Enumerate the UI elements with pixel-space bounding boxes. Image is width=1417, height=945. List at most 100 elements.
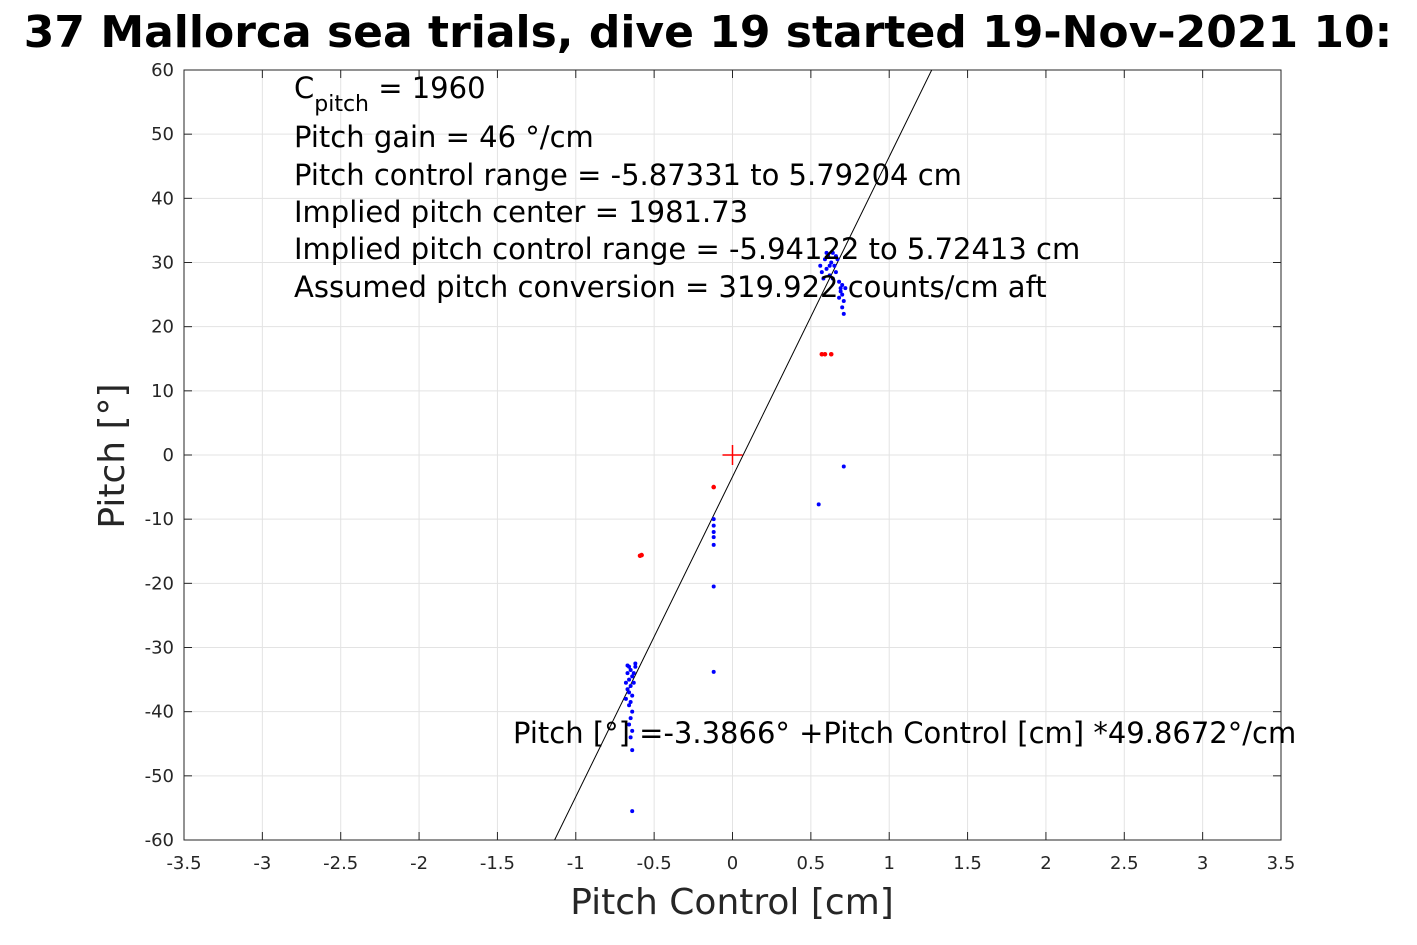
x-axis-label: Pitch Control [cm] bbox=[570, 882, 894, 923]
blue-data-point bbox=[832, 263, 837, 268]
x-tick-label: 2.5 bbox=[1110, 853, 1139, 874]
blue-data-point bbox=[827, 263, 832, 268]
blue-data-point bbox=[843, 286, 848, 291]
blue-data-point bbox=[841, 311, 846, 316]
blue-data-point bbox=[840, 292, 845, 297]
red-data-point bbox=[711, 484, 716, 490]
blue-data-point bbox=[819, 270, 824, 275]
blue-data-point bbox=[822, 257, 827, 262]
blue-data-point bbox=[827, 273, 832, 278]
y-axis-label: Pitch [°] bbox=[92, 383, 133, 528]
x-tick-label: -3.5 bbox=[166, 853, 201, 874]
blue-data-point bbox=[841, 299, 846, 303]
blue-data-point bbox=[627, 690, 632, 695]
y-tick-label: -40 bbox=[145, 702, 174, 723]
blue-data-point bbox=[711, 542, 716, 547]
y-tick-label: 10 bbox=[151, 381, 174, 402]
y-tick-label: -30 bbox=[145, 638, 174, 659]
blue-data-point bbox=[630, 693, 635, 698]
blue-data-point bbox=[627, 677, 632, 682]
y-tick-labels: -60 -50 -40 -30 -20 -10 0 10 20 30 40 50 60 bbox=[145, 60, 174, 851]
blue-data-point bbox=[711, 523, 716, 528]
center-marker bbox=[722, 445, 743, 465]
red-data-point bbox=[639, 552, 644, 558]
control-range-annotation: Pitch control range = -5.87331 to 5.7920… bbox=[294, 158, 962, 192]
blue-data-point bbox=[835, 257, 840, 262]
y-tick-label: 60 bbox=[151, 60, 174, 81]
blue-data-point bbox=[840, 305, 845, 310]
y-tick-label: 30 bbox=[151, 253, 174, 274]
implied-center-annotation: Implied pitch center = 1981.73 bbox=[294, 195, 748, 229]
blue-data-point bbox=[631, 680, 636, 685]
blue-data-point bbox=[816, 502, 821, 507]
blue-data-point bbox=[628, 667, 633, 672]
x-tick-label: 1 bbox=[883, 853, 894, 874]
y-tick-label: 20 bbox=[151, 317, 174, 338]
y-tick-label: -60 bbox=[145, 830, 174, 851]
blue-data-point bbox=[631, 671, 636, 676]
blue-data-point bbox=[711, 530, 716, 534]
blue-data-point bbox=[826, 254, 831, 259]
blue-data-point bbox=[711, 535, 716, 540]
blue-data-point bbox=[829, 260, 834, 265]
implied-range-annotation: Implied pitch control range = -5.94122 t… bbox=[294, 232, 1080, 266]
c-pitch-main: C bbox=[294, 71, 314, 105]
x-tick-label: -1 bbox=[567, 853, 585, 874]
x-tick-label: -1.5 bbox=[480, 853, 515, 874]
c-pitch-value: = 1960 bbox=[369, 71, 486, 105]
blue-data-point bbox=[628, 735, 633, 740]
pitch-gain-annotation: Pitch gain = 46 °/cm bbox=[294, 120, 594, 154]
fit-equation-annotation: Pitch [°] =-3.3866° +Pitch Control [cm] … bbox=[513, 716, 1296, 750]
x-tick-label: 3 bbox=[1197, 853, 1208, 874]
blue-data-point bbox=[628, 684, 633, 688]
blue-data-point bbox=[711, 517, 716, 522]
x-tick-label: 0.5 bbox=[797, 853, 826, 874]
blue-data-point bbox=[630, 709, 635, 714]
blue-data-point bbox=[711, 669, 716, 674]
blue-data-point bbox=[833, 270, 838, 275]
blue-data-point bbox=[630, 728, 635, 733]
y-tick-label: 40 bbox=[151, 188, 174, 209]
blue-data-point bbox=[625, 671, 630, 676]
blue-data-point bbox=[711, 584, 716, 589]
x-tick-label: -3 bbox=[253, 853, 271, 874]
y-tick-label: 0 bbox=[163, 445, 174, 466]
red-data-point bbox=[822, 351, 828, 357]
fit-line bbox=[554, 70, 933, 840]
blue-data-point bbox=[833, 254, 838, 259]
y-tick-label: 50 bbox=[151, 124, 174, 145]
x-tick-label: 3.5 bbox=[1267, 853, 1296, 874]
blue-data-point bbox=[818, 263, 823, 268]
y-tick-label: -20 bbox=[145, 573, 174, 594]
blue-data-point bbox=[623, 696, 628, 701]
blue-data-point bbox=[625, 663, 630, 668]
blue-data-point bbox=[824, 250, 829, 255]
x-tick-labels: -3.5 -3 -2.5 -2 -1.5 -1 -0.5 0 0.5 1 1.5 2 2.5 3 3.5 bbox=[166, 853, 1295, 874]
x-tick-label: 2 bbox=[1040, 853, 1051, 874]
blue-data-point bbox=[830, 250, 835, 255]
annotation-block: Cpitch = 1960 Pitch gain = 46 °/cm Pitch… bbox=[294, 71, 1080, 304]
x-tick-label: -2.5 bbox=[323, 853, 358, 874]
blue-data-point bbox=[627, 722, 632, 727]
blue-data-point bbox=[630, 748, 635, 753]
blue-data-point bbox=[830, 276, 835, 281]
blue-data-point bbox=[837, 295, 842, 300]
blue-data-point bbox=[821, 276, 826, 281]
blue-data-point bbox=[824, 266, 829, 271]
blue-data-point bbox=[625, 687, 630, 692]
x-tick-label: -0.5 bbox=[637, 853, 672, 874]
blue-data-point bbox=[841, 464, 846, 469]
y-tick-label: -10 bbox=[145, 509, 174, 530]
blue-data-point bbox=[633, 661, 638, 666]
x-tick-label: 0 bbox=[727, 853, 738, 874]
blue-data-point bbox=[838, 289, 843, 294]
c-pitch-annotation: Cpitch = 1960 bbox=[294, 71, 486, 117]
blue-data-point bbox=[623, 680, 628, 685]
blue-data-point bbox=[837, 279, 842, 284]
axis-ticks bbox=[183, 69, 1282, 841]
blue-data-point bbox=[840, 282, 845, 287]
y-tick-label: -50 bbox=[145, 766, 174, 787]
scatter-points bbox=[623, 250, 848, 814]
blue-data-point bbox=[630, 674, 635, 679]
